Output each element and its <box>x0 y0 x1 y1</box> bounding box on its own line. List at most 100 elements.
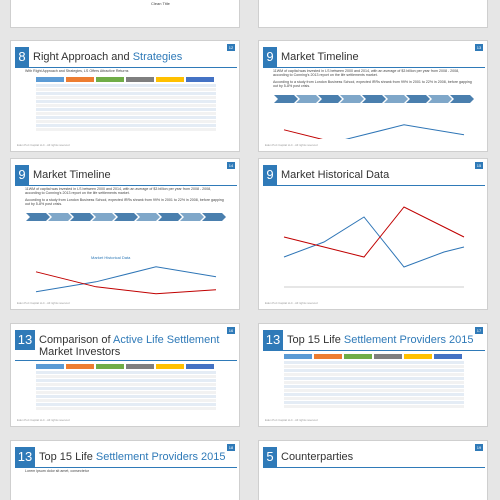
timeline-step <box>406 95 430 103</box>
timeline-step <box>274 95 298 103</box>
timeline-step <box>48 213 72 221</box>
slide: 12 8 Right Approach and Strategies With Rig… <box>10 40 240 152</box>
title-accent: Strategies <box>132 51 183 63</box>
section-number: 5 <box>263 447 277 467</box>
title-text: Counterparties <box>281 451 354 463</box>
table-row <box>36 124 216 127</box>
timeline-step <box>428 95 452 103</box>
table-row <box>36 104 216 107</box>
slide-title: Counterparties <box>281 451 353 463</box>
table-row <box>36 116 216 119</box>
table-row <box>36 112 216 115</box>
slide: 15 9 Market Historical Data Eden Port Capit… <box>258 158 488 310</box>
table-row <box>284 377 464 380</box>
table-row <box>284 385 464 388</box>
footer: Eden Port Capital LLC - All rights reser… <box>17 418 70 422</box>
bullet: 11WM of capital was invested in LS betwe… <box>25 187 212 196</box>
fragment-label: Clean Title <box>151 1 170 6</box>
slide-title: Market Timeline <box>281 51 359 63</box>
chart-line <box>35 266 217 293</box>
chart-line <box>345 124 465 139</box>
table-header-cell <box>126 77 154 82</box>
slide-graphic <box>36 364 216 410</box>
timeline-step <box>340 95 364 103</box>
bullet: 11WM of capital was invested in LS betwe… <box>273 69 460 78</box>
table-header-cell <box>404 354 432 359</box>
table-row <box>36 108 216 111</box>
title-rule <box>15 467 237 468</box>
footer: Eden Port Capital LLC - All rights reser… <box>265 143 318 147</box>
table-row <box>36 383 216 386</box>
slide-graphic <box>16 475 236 500</box>
table-row <box>284 389 464 392</box>
slide-title-line2: Market Investors <box>39 346 121 358</box>
table-header-cell <box>344 354 372 359</box>
timeline-step <box>180 213 204 221</box>
slide-graphic <box>264 469 484 500</box>
slide-fragment <box>258 0 488 28</box>
table-row <box>284 401 464 404</box>
slide-title: Top 15 Life Settlement Providers 2015 <box>39 451 226 463</box>
chart-line <box>283 206 465 258</box>
slide-title: Comparison of Active Life Settlement <box>39 334 219 346</box>
title-text: Market Timeline <box>33 169 111 181</box>
table-row <box>284 369 464 372</box>
table-row <box>36 92 216 95</box>
timeline-step <box>362 95 386 103</box>
timeline-step <box>318 95 342 103</box>
table-row <box>36 96 216 99</box>
chart-line <box>35 271 217 295</box>
section-number: 8 <box>15 47 29 67</box>
table-row <box>284 381 464 384</box>
title-text: Comparison of <box>39 334 111 346</box>
page-number: 16 <box>227 327 235 334</box>
slide-title: Top 15 Life Settlement Providers 2015 <box>287 334 474 346</box>
page-number: 17 <box>475 327 483 334</box>
table-row <box>36 100 216 103</box>
title-rule <box>15 67 237 68</box>
table-row <box>284 405 464 408</box>
title-accent: Settlement Providers 2015 <box>95 451 226 463</box>
slide-fragment: Clean Title <box>10 0 240 28</box>
table-header-cell <box>314 354 342 359</box>
table-row <box>284 393 464 396</box>
title-accent: Active Life Settlement <box>113 334 220 346</box>
table-header-cell <box>66 364 94 369</box>
table-row <box>36 375 216 378</box>
table-header-cell <box>186 77 214 82</box>
table-header-cell <box>36 364 64 369</box>
bullet: With Right Approach and Strategies, LS O… <box>25 69 129 73</box>
chart-line <box>283 216 465 268</box>
table-row <box>36 399 216 402</box>
table-header-cell <box>434 354 462 359</box>
table-row <box>36 120 216 123</box>
table-row <box>36 128 216 131</box>
footer: Eden Port Capital LLC - All rights reser… <box>265 418 318 422</box>
slide-graphic <box>26 213 226 295</box>
bullet: According to a study from London Busines… <box>25 198 224 207</box>
table-row <box>36 371 216 374</box>
timeline-step <box>296 95 320 103</box>
section-number: 9 <box>263 165 277 185</box>
slide-graphic <box>36 77 216 131</box>
table-header-cell <box>156 364 184 369</box>
footer: Eden Port Capital LLC - All rights reser… <box>265 301 318 305</box>
bullet: Lorem ipsum dolor sit amet, consectetur <box>25 469 89 473</box>
section-number: 9 <box>263 47 277 67</box>
table-row <box>36 387 216 390</box>
table-header-cell <box>156 77 184 82</box>
slide: 16 13 Comparison of Active Life Settlement… <box>10 323 240 427</box>
timeline-step <box>92 213 116 221</box>
table-header-cell <box>126 364 154 369</box>
slide-graphic <box>283 206 465 288</box>
table-row <box>36 379 216 382</box>
page-number: 18 <box>227 444 235 451</box>
table-header-cell <box>66 77 94 82</box>
slide-title: Right Approach and Strategies <box>33 51 182 63</box>
title-rule <box>263 67 485 68</box>
bullet: According to a study from London Busines… <box>273 80 472 89</box>
slide-title: Market Timeline <box>33 169 111 181</box>
timeline-step <box>136 213 160 221</box>
page-number: 14 <box>227 162 235 169</box>
